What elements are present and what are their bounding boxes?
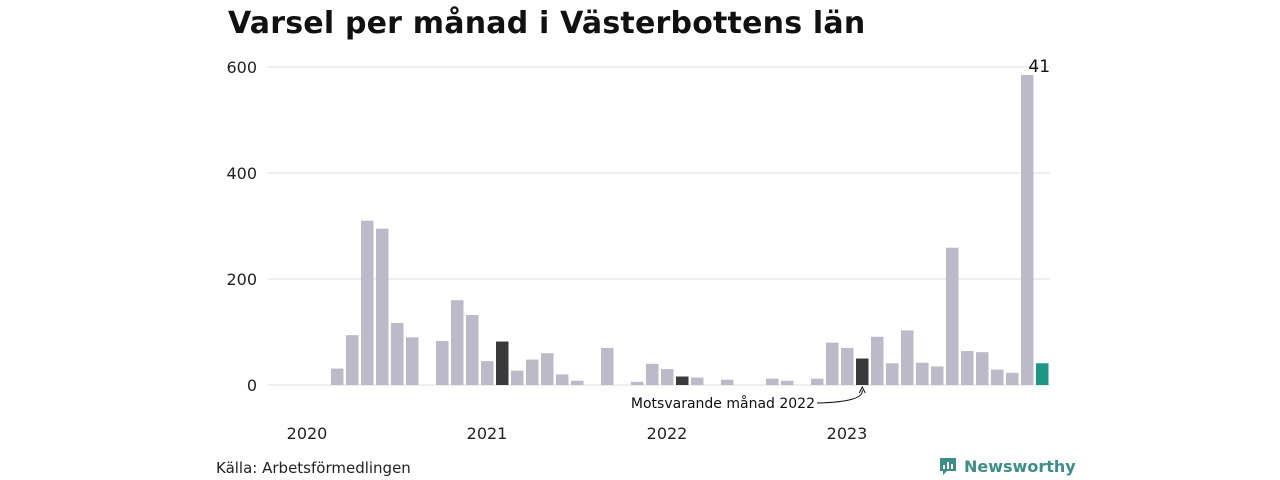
x-axis-year-labels: 2020 2021 2022 2023 — [287, 424, 868, 443]
bar — [571, 380, 584, 385]
bar — [871, 336, 884, 385]
chart-title: Varsel per månad i Västerbottens län — [228, 6, 866, 41]
bar — [916, 362, 929, 385]
bar — [886, 363, 899, 385]
annotation-label: Motsvarande månad 2022 — [631, 395, 815, 412]
bar — [826, 342, 839, 385]
bar — [481, 361, 494, 385]
annotation-arrow — [816, 389, 863, 404]
bar — [436, 341, 449, 385]
bar — [691, 377, 704, 385]
bar — [946, 247, 959, 385]
y-tick-label: 0 — [247, 376, 257, 395]
bar — [496, 341, 509, 385]
y-tick-label: 200 — [226, 270, 257, 289]
bar — [541, 353, 554, 385]
bar — [646, 363, 659, 385]
bar — [661, 369, 674, 385]
bar — [811, 378, 824, 385]
bar — [361, 220, 374, 385]
x-tick-label: 2022 — [647, 424, 688, 443]
bar — [721, 379, 734, 385]
bar — [526, 359, 539, 385]
x-tick-label: 2023 — [827, 424, 868, 443]
bar — [346, 335, 359, 385]
source-note: Källa: Arbetsförmedlingen — [216, 459, 411, 477]
annotations: 41 Motsvarande månad 2022 — [631, 57, 1050, 412]
brand-logo: Newsworthy — [938, 456, 1076, 476]
bar — [856, 358, 869, 385]
brand-name: Newsworthy — [964, 456, 1076, 476]
bar — [556, 374, 569, 385]
bar — [1036, 363, 1049, 385]
bar — [601, 347, 614, 385]
x-tick-label: 2020 — [287, 424, 328, 443]
bar — [466, 315, 479, 385]
bar — [991, 369, 1004, 385]
bar-chart: 0 200 400 600 2020 2021 2022 2023 41 Motsvarand… — [226, 57, 1050, 443]
y-tick-label: 600 — [226, 58, 257, 77]
bar — [511, 370, 524, 385]
bar — [901, 330, 914, 385]
annotation-arrowhead — [858, 385, 866, 394]
x-tick-label: 2021 — [467, 424, 508, 443]
bar — [931, 366, 944, 385]
bar — [976, 352, 989, 385]
bar — [391, 322, 404, 385]
bar — [1006, 372, 1019, 385]
bar — [1021, 74, 1034, 385]
bar — [451, 300, 464, 385]
bar — [961, 351, 974, 385]
bar — [781, 380, 794, 385]
newsworthy-logo-icon — [940, 458, 956, 475]
bar — [376, 228, 389, 385]
bar — [631, 381, 644, 385]
bar — [676, 376, 689, 385]
bar — [841, 347, 854, 385]
bar — [331, 368, 344, 385]
bar — [406, 337, 419, 385]
data-label: 41 — [1028, 57, 1050, 77]
bars — [331, 74, 1049, 385]
bar — [766, 378, 779, 385]
y-tick-label: 400 — [226, 164, 257, 183]
y-axis-ticks: 0 200 400 600 — [226, 58, 257, 395]
